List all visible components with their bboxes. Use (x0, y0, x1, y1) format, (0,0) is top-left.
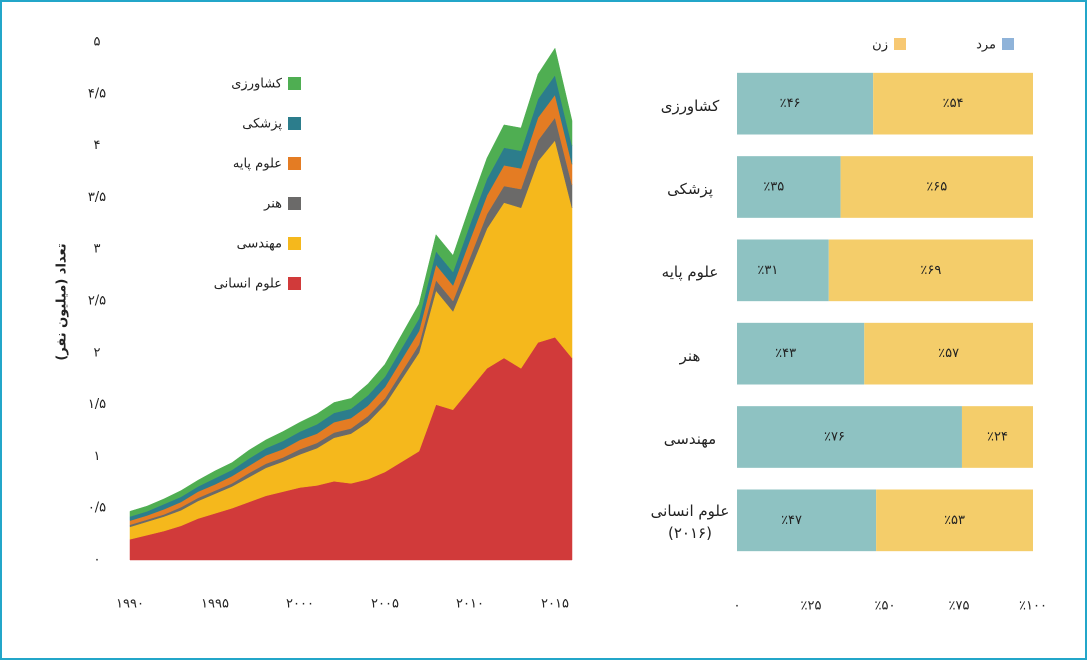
y-axis-title: تعداد (میلیون نفر) (55, 243, 70, 360)
bar-segment (737, 156, 841, 218)
y-tick-label: ۰ (94, 553, 101, 568)
bar-segment (828, 239, 1033, 302)
bar-segment (737, 322, 865, 385)
y-tick-label: ۱/۵ (88, 397, 106, 412)
x-tick-label: ۲۰۰۵ (371, 597, 399, 612)
legend-swatch (894, 38, 906, 50)
y-tick-label: ۳/۵ (88, 190, 106, 205)
category-label: هنر (679, 346, 701, 365)
category-label: کشاورزی (660, 96, 720, 115)
category-label: پزشکی (667, 180, 713, 198)
x-tick-label: ۱۹۹۰ (116, 597, 144, 612)
bar-segment (737, 72, 874, 135)
y-tick-label: ۳ (94, 242, 101, 257)
x-tick-label: ۱۹۹۵ (201, 597, 229, 612)
bar-segment (873, 72, 1033, 135)
bar-segment (840, 156, 1033, 218)
legend-swatch (288, 157, 301, 170)
legend-label: هنر (263, 197, 282, 212)
y-tick-label: ۰/۵ (88, 501, 106, 516)
legend-swatch (288, 197, 301, 210)
value-label: ٪۶۵ (926, 180, 947, 195)
legend-label: مهندسی (237, 237, 282, 252)
legend-label: علوم پایه (233, 157, 282, 172)
category-label: علوم پایه (661, 263, 719, 282)
category-label: مهندسی (663, 430, 717, 448)
y-tick-label: ۲ (94, 345, 101, 360)
bar-segment (961, 406, 1033, 468)
value-label: ٪۳۵ (763, 180, 784, 195)
bar-segment (737, 406, 962, 468)
legend-label: علوم انسانی (214, 277, 282, 292)
value-label: ٪۵۴ (943, 96, 964, 111)
value-label: ٪۶۹ (920, 263, 941, 278)
y-tick-label: ۴ (94, 138, 101, 153)
legend-label: زن (872, 38, 888, 53)
legend-label: کشاورزی (231, 77, 283, 92)
area-series (129, 47, 573, 517)
value-label: ٪۵۳ (944, 513, 965, 528)
x-tick-label: ٪۵۰ (875, 599, 896, 614)
y-tick-label: ۵ (94, 35, 101, 50)
value-label: ٪۴۷ (781, 513, 802, 528)
legend-swatch (288, 117, 301, 130)
x-tick-label: ۲۰۱۵ (541, 597, 569, 612)
y-tick-label: ۱ (94, 449, 101, 464)
x-tick-label: ۰ (734, 599, 741, 614)
bar-segment (876, 489, 1033, 552)
bar-segment (737, 489, 877, 552)
value-label: ٪۴۶ (780, 96, 801, 111)
bar-segment (864, 322, 1033, 385)
x-tick-label: ۲۰۱۰ (456, 597, 484, 612)
x-tick-label: ۲۰۰۰ (286, 597, 314, 612)
legend-swatch (288, 77, 301, 90)
y-tick-label: ۲/۵ (88, 294, 106, 309)
value-label: ٪۲۴ (987, 430, 1008, 445)
legend-swatch (288, 277, 301, 290)
legend-label: پزشکی (242, 117, 282, 132)
value-label: ٪۷۶ (824, 430, 845, 445)
legend-label: مرد (976, 38, 996, 53)
value-label: ٪۳۱ (757, 263, 778, 278)
x-tick-label: ٪۲۵ (801, 599, 822, 614)
value-label: ٪۴۳ (775, 346, 796, 361)
legend-swatch (1002, 38, 1014, 50)
category-label: علوم انسانی (۲۰۱۶) (650, 502, 730, 543)
legend-swatch (288, 237, 301, 250)
value-label: ٪۵۷ (938, 346, 959, 361)
x-tick-label: ٪۱۰۰ (1019, 599, 1047, 614)
bar-segment (737, 239, 829, 302)
y-tick-label: ۴/۵ (88, 86, 106, 101)
x-tick-label: ٪۷۵ (949, 599, 970, 614)
